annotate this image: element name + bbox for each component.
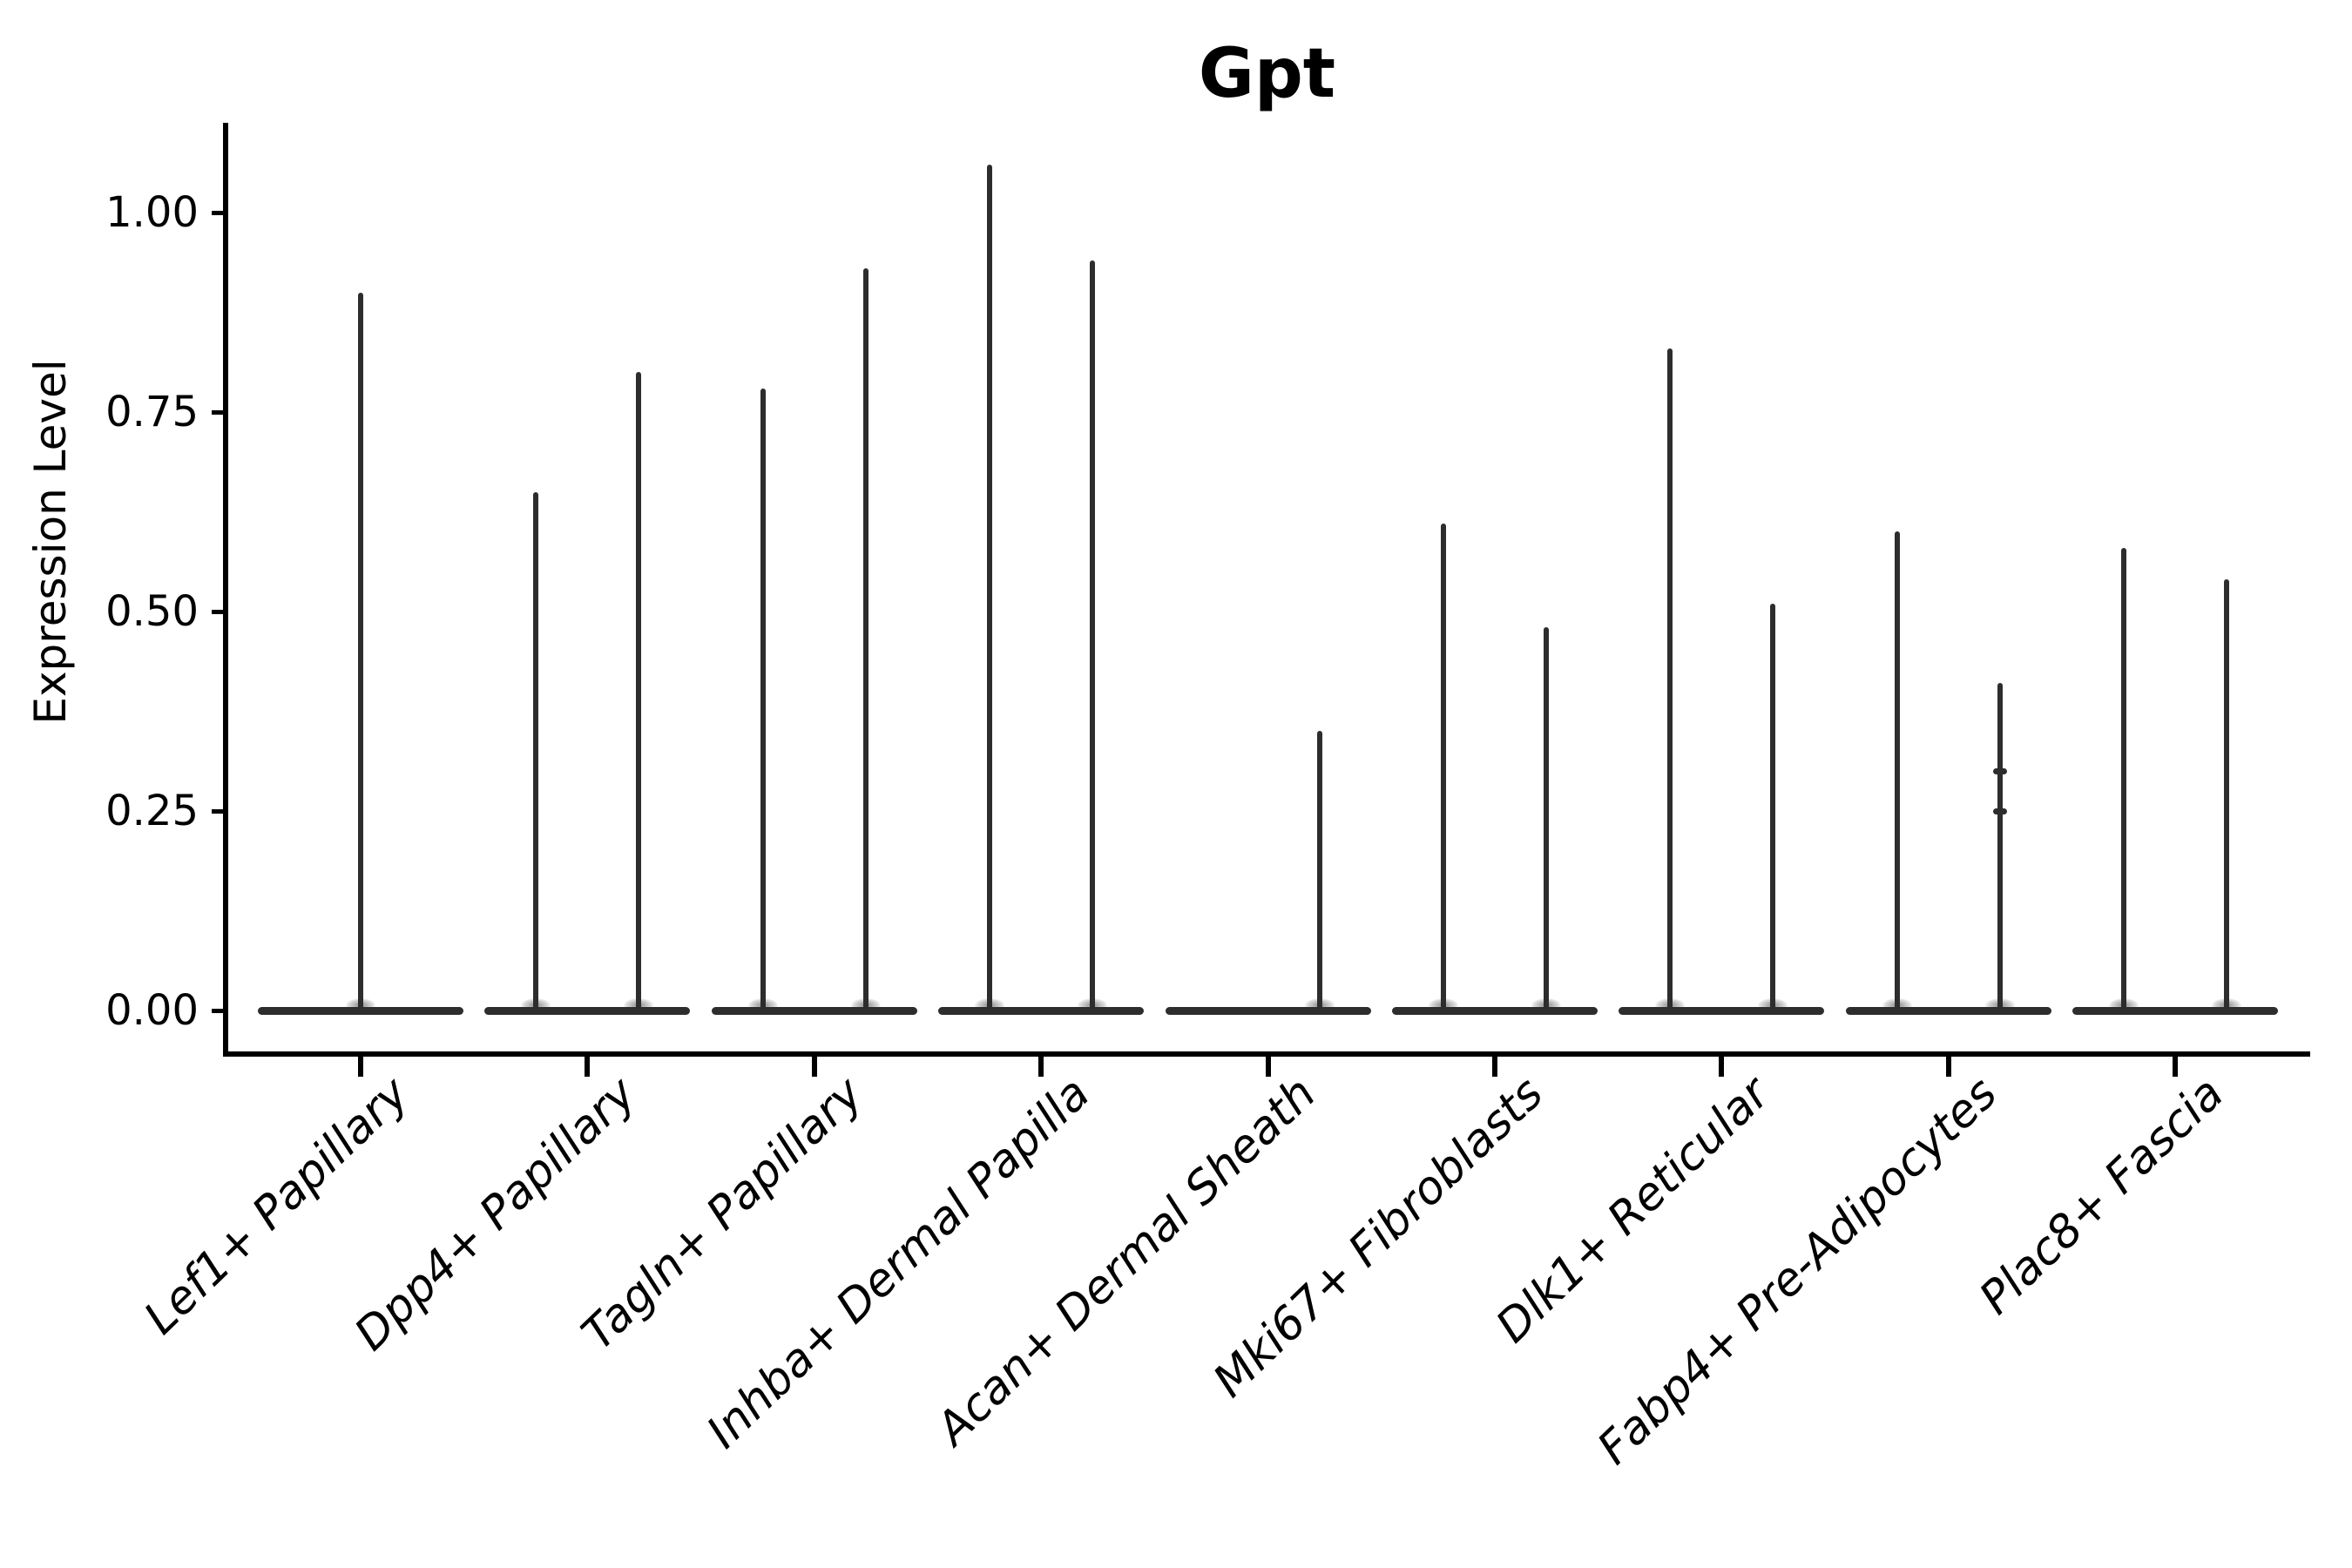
- x-tick: [811, 1057, 817, 1077]
- data-point: [1992, 808, 2007, 814]
- x-tick-label: Plac8+ Fascia: [1970, 1067, 2234, 1325]
- violin-spike: [862, 268, 868, 1013]
- violin-base: [2072, 1006, 2279, 1015]
- violin-base: [938, 1006, 1145, 1015]
- x-tick: [1038, 1057, 1044, 1077]
- x-tick: [585, 1057, 591, 1077]
- x-tick: [1492, 1057, 1497, 1077]
- x-tick: [1719, 1057, 1725, 1077]
- y-tick-label: 0.75: [105, 388, 199, 436]
- x-tick: [2173, 1057, 2179, 1077]
- violin-spike: [1090, 260, 1096, 1013]
- violin-base: [711, 1006, 917, 1015]
- y-axis-spine: [223, 123, 228, 1057]
- violin-base: [1619, 1006, 1825, 1015]
- y-tick: [212, 1008, 226, 1013]
- violin-spike: [987, 165, 993, 1013]
- violin-base: [1392, 1006, 1598, 1015]
- violin-base: [1845, 1006, 2051, 1015]
- y-tick-label: 1.00: [105, 188, 199, 237]
- y-tick: [212, 808, 226, 814]
- y-tick: [212, 609, 226, 614]
- violin-base: [1165, 1006, 1371, 1015]
- violin-spike: [1894, 531, 1900, 1013]
- violin-spike: [760, 388, 766, 1013]
- x-tick-label: Inhba+ Dermal Papilla: [696, 1067, 1100, 1459]
- violin-spike: [2121, 547, 2127, 1013]
- violin-spike: [636, 372, 642, 1013]
- violin-base: [484, 1006, 691, 1015]
- violin-spike: [358, 292, 363, 1013]
- violin-spike: [1441, 524, 1446, 1013]
- y-tick-label: 0.00: [105, 986, 199, 1035]
- violin-spike: [1316, 731, 1322, 1013]
- x-tick-label: Acan+ Dermal Sheath: [927, 1067, 1327, 1456]
- x-axis-spine: [223, 1051, 2310, 1057]
- violin-spike: [2224, 579, 2230, 1013]
- violin-spike: [1667, 348, 1673, 1013]
- violin-spike: [1544, 627, 1549, 1013]
- data-point: [1992, 767, 2007, 774]
- y-tick-label: 0.25: [105, 787, 199, 835]
- y-tick-label: 0.50: [105, 587, 199, 636]
- violin-spike: [533, 491, 539, 1013]
- x-tick: [358, 1057, 363, 1077]
- x-tick-label: Fabp4+ Pre-Adipocytes: [1587, 1067, 2007, 1475]
- y-tick: [212, 409, 226, 415]
- violin-spike: [1770, 603, 1776, 1013]
- violin-spike: [1997, 683, 2003, 1013]
- chart-title: Gpt: [1198, 35, 1336, 113]
- x-tick: [1265, 1057, 1271, 1077]
- y-tick: [212, 210, 226, 215]
- x-tick: [1945, 1057, 1951, 1077]
